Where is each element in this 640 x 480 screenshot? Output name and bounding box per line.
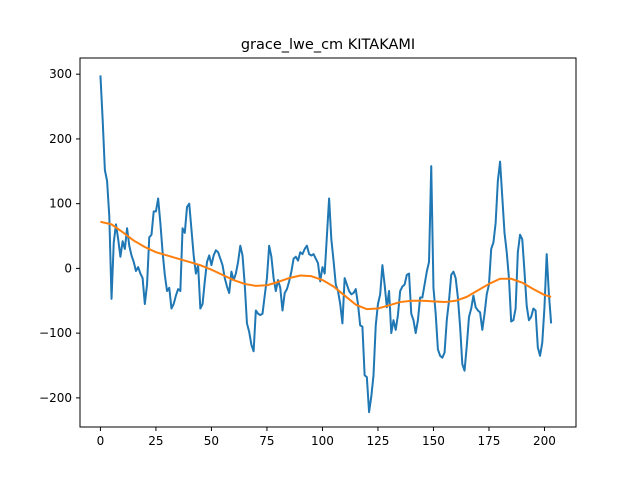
x-tick-label: 100 [311, 434, 334, 448]
x-tick-label: 125 [367, 434, 390, 448]
y-axis: −200 −100 0 100 200 300 [39, 67, 80, 405]
x-tick-label: 150 [422, 434, 445, 448]
x-tick-label: 75 [259, 434, 274, 448]
series-line-2 [100, 220, 552, 311]
series-layer [99, 75, 553, 414]
x-tick-label: 0 [97, 434, 105, 448]
chart-title: grace_lwe_cm KITAKAMI [241, 37, 415, 53]
x-tick-label: 175 [478, 434, 501, 448]
y-tick-label: 0 [64, 261, 72, 275]
x-tick-label: 25 [148, 434, 163, 448]
y-tick-label: −100 [39, 326, 72, 340]
y-tick-label: 100 [49, 197, 72, 211]
y-tick-label: 200 [49, 132, 72, 146]
y-tick-label: 300 [49, 67, 72, 81]
y-tick-label: −200 [39, 391, 72, 405]
series-line-1 [99, 75, 553, 414]
x-tick-label: 200 [533, 434, 556, 448]
x-tick-label: 50 [204, 434, 219, 448]
axes-frame [79, 57, 577, 428]
plot-area [80, 58, 576, 427]
x-axis: 0 25 50 75 100 125 150 175 200 [97, 427, 556, 448]
